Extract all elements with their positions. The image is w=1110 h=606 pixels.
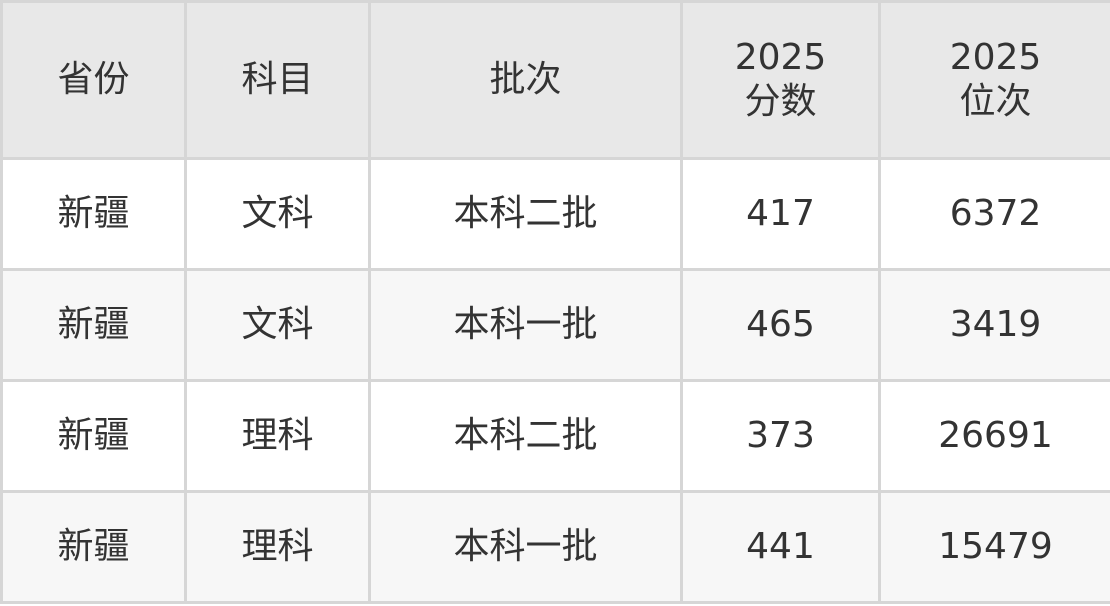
cell-province: 新疆 — [0, 379, 187, 493]
cell-province: 新疆 — [0, 268, 187, 382]
header-batch: 批次 — [368, 0, 683, 160]
cell-province: 新疆 — [0, 157, 187, 271]
table-row: 新疆 理科 本科一批 441 15479 — [0, 490, 1110, 604]
cell-rank: 3419 — [878, 268, 1110, 382]
table-row: 新疆 文科 本科二批 417 6372 — [0, 157, 1110, 271]
table-row: 新疆 文科 本科一批 465 3419 — [0, 268, 1110, 382]
cell-province: 新疆 — [0, 490, 187, 604]
header-row: 省份 科目 批次 2025 分数 2025 位次 — [0, 0, 1110, 160]
cell-score: 465 — [680, 268, 881, 382]
header-score: 2025 分数 — [680, 0, 881, 160]
cell-rank: 15479 — [878, 490, 1110, 604]
cell-batch: 本科二批 — [368, 379, 683, 493]
cell-batch: 本科二批 — [368, 157, 683, 271]
cell-subject: 文科 — [184, 157, 371, 271]
cell-rank: 26691 — [878, 379, 1110, 493]
header-subject: 科目 — [184, 0, 371, 160]
cell-batch: 本科一批 — [368, 268, 683, 382]
cell-score: 417 — [680, 157, 881, 271]
cell-score: 441 — [680, 490, 881, 604]
table-row: 新疆 理科 本科二批 373 26691 — [0, 379, 1110, 493]
cell-subject: 理科 — [184, 490, 371, 604]
header-province: 省份 — [0, 0, 187, 160]
header-rank: 2025 位次 — [878, 0, 1110, 160]
cell-rank: 6372 — [878, 157, 1110, 271]
cell-subject: 文科 — [184, 268, 371, 382]
cell-batch: 本科一批 — [368, 490, 683, 604]
cell-subject: 理科 — [184, 379, 371, 493]
cell-score: 373 — [680, 379, 881, 493]
